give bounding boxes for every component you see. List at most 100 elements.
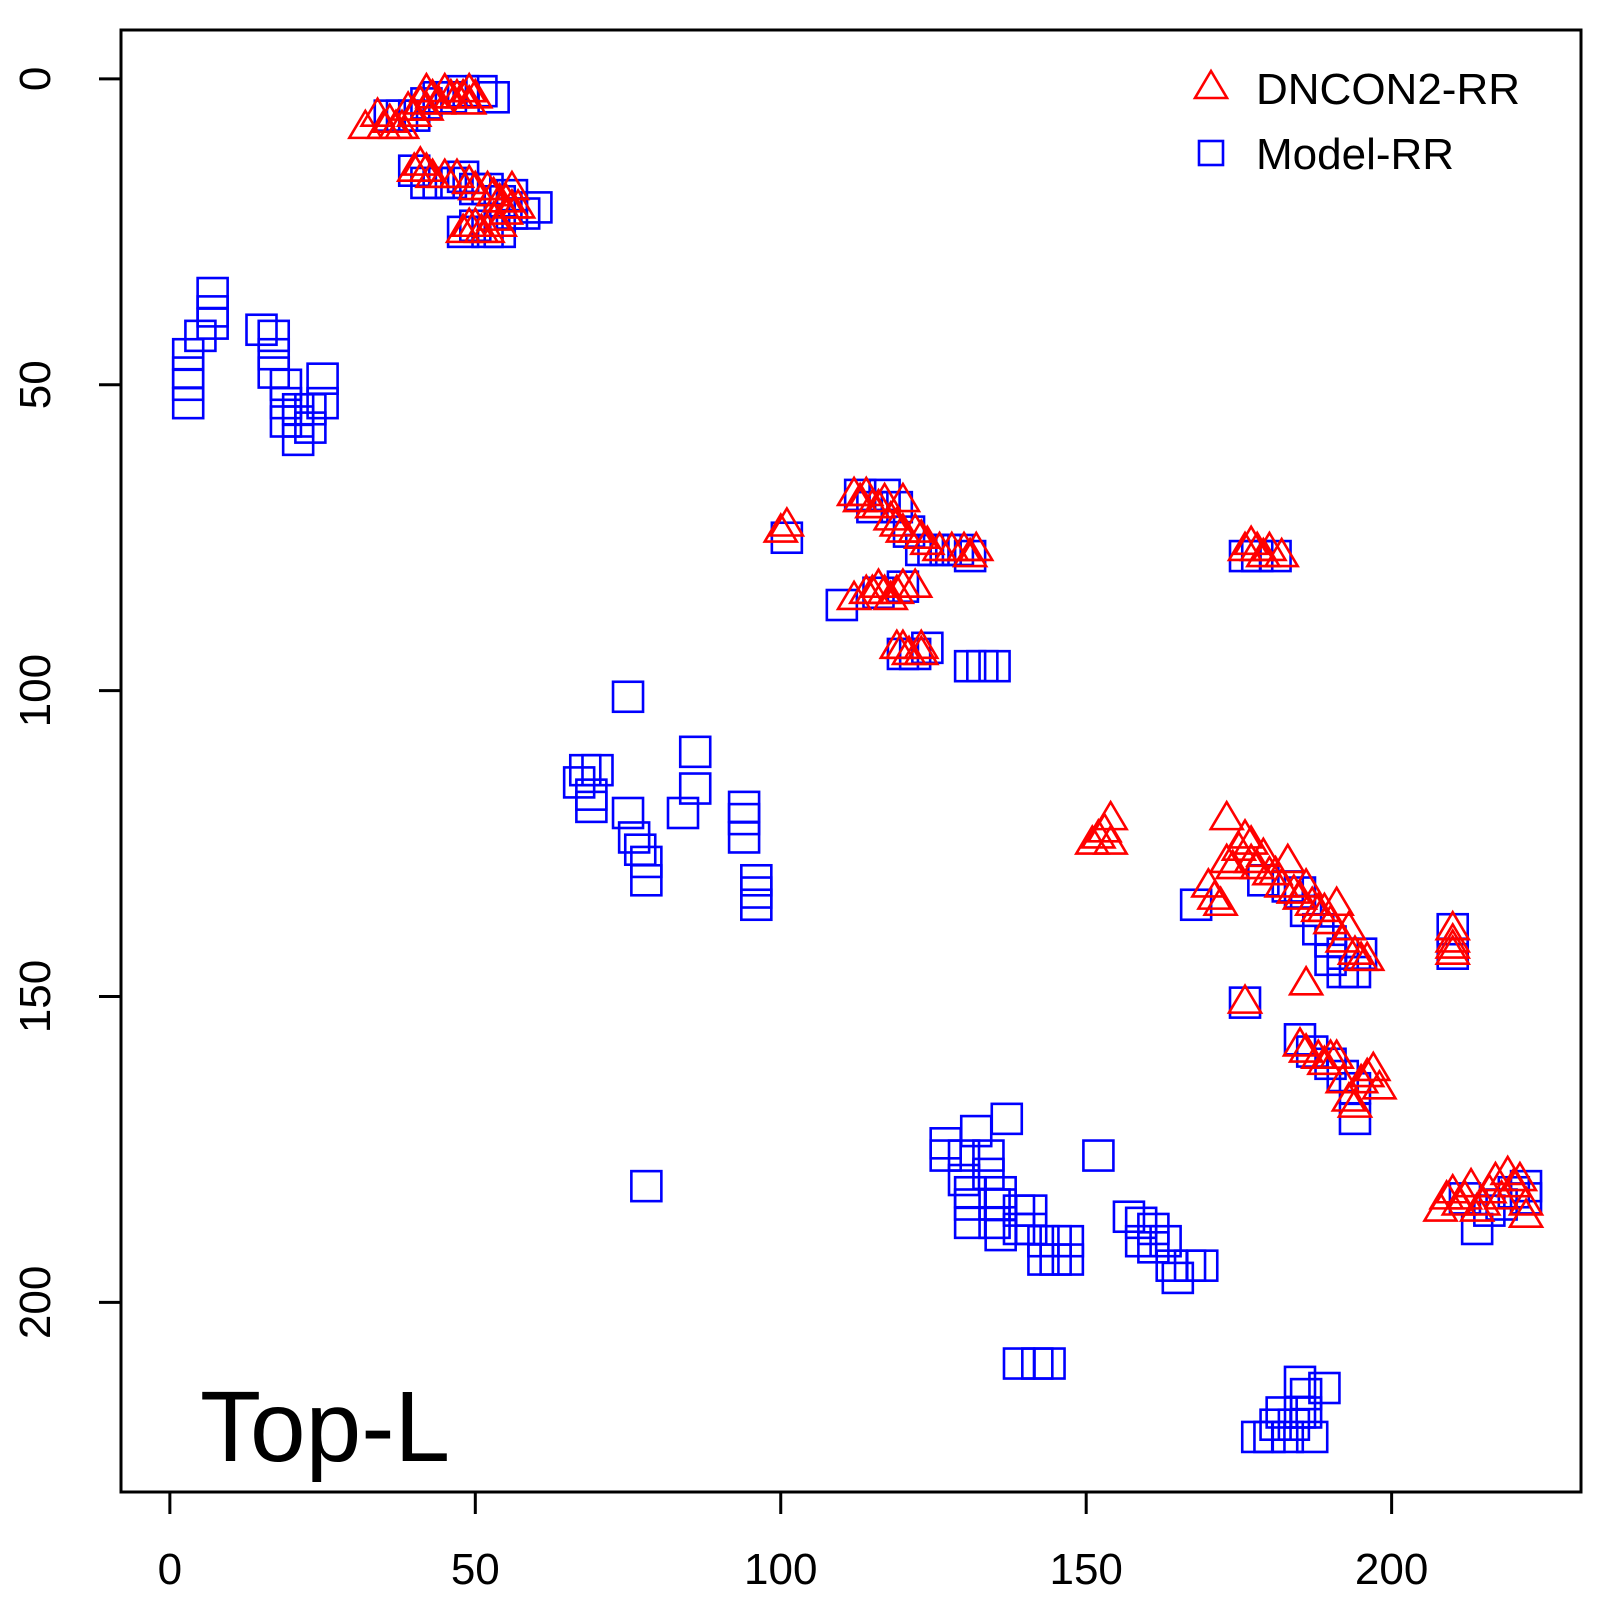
data-point-triangle [1330, 909, 1368, 941]
data-point-triangle [1275, 872, 1313, 904]
data-point-square [947, 1163, 981, 1197]
data-point-triangle [1281, 1025, 1319, 1057]
data-point-square [294, 411, 327, 444]
data-point-square [984, 1175, 1017, 1209]
data-point-square [171, 368, 205, 402]
data-point-triangle [1507, 1197, 1545, 1229]
data-point-square [1308, 1371, 1341, 1405]
data-point-triangle [878, 505, 916, 537]
data-point-square [306, 386, 339, 420]
data-point-square [281, 405, 315, 438]
data-point-triangle [762, 512, 800, 543]
data-point-square [477, 80, 510, 114]
data-point-square [611, 680, 645, 714]
data-point-triangle [457, 77, 494, 109]
data-point-square [678, 772, 712, 805]
data-point-square [947, 1139, 981, 1172]
data-point-triangle [1495, 1166, 1533, 1198]
data-point-square [269, 368, 303, 402]
data-point-triangle [450, 83, 488, 115]
data-point-triangle [408, 151, 445, 182]
data-point-triangle [1318, 885, 1355, 917]
series-layer [171, 71, 1545, 1454]
data-point-square [1289, 1396, 1323, 1429]
data-point-square [611, 796, 645, 830]
data-point-triangle [1306, 1044, 1343, 1076]
data-point-square [1051, 1243, 1085, 1276]
data-point-triangle [1232, 842, 1270, 874]
data-point-triangle [1452, 1166, 1490, 1198]
data-point-triangle [1196, 879, 1233, 910]
data-point-square [990, 1102, 1024, 1136]
data-point-triangle [896, 567, 934, 598]
data-point-square [623, 833, 657, 866]
data-point-square [1271, 1420, 1305, 1454]
data-point-triangle [860, 567, 897, 598]
data-point-square [630, 1169, 663, 1203]
legend-label: DNCON2-RR [1256, 65, 1520, 114]
data-point-square [562, 766, 596, 799]
data-point-square [1039, 1243, 1072, 1276]
data-point-square [740, 876, 773, 909]
data-point-triangle [1434, 921, 1471, 953]
data-point-triangle [951, 536, 989, 568]
y-tick-label: 0 [11, 67, 60, 91]
data-point-triangle [1434, 934, 1471, 965]
data-point-square [1033, 1347, 1066, 1380]
data-point-square [257, 319, 291, 353]
data-point-square [678, 735, 712, 769]
data-point-triangle [1312, 903, 1349, 935]
y-tick-label: 200 [11, 1266, 60, 1339]
data-point-triangle [414, 77, 451, 109]
data-point-square [1124, 1206, 1158, 1240]
data-point-square [740, 888, 773, 922]
x-tick-label: 150 [1049, 1545, 1122, 1594]
data-point-square [929, 1127, 962, 1160]
data-point-triangle [1287, 964, 1325, 996]
data-point-square [1002, 1347, 1036, 1380]
data-point-triangle [768, 505, 806, 537]
data-point-square [1082, 1139, 1115, 1172]
data-point-triangle [860, 487, 897, 519]
data-point-triangle [1330, 1080, 1368, 1112]
data-point-triangle [1507, 1184, 1545, 1216]
data-point-triangle [1336, 1087, 1374, 1118]
y-tick-label: 150 [11, 960, 60, 1033]
data-point-triangle [1348, 1056, 1386, 1088]
data-point-square [1289, 1377, 1323, 1411]
data-point-square [1185, 1249, 1219, 1282]
data-point-triangle [1245, 536, 1282, 568]
data-point-triangle [1202, 885, 1239, 917]
data-point-triangle [1318, 1038, 1355, 1069]
legend-label: Model-RR [1256, 130, 1454, 179]
data-point-square [727, 821, 761, 854]
data-point-square [1014, 1194, 1048, 1227]
data-point-square [1112, 1200, 1146, 1234]
data-point-square [196, 276, 229, 310]
x-tick-label: 100 [744, 1545, 817, 1594]
data-point-square [1149, 1224, 1182, 1258]
data-point-square [617, 821, 651, 854]
data-point-square [1021, 1347, 1054, 1380]
panel-label: Top-L [200, 1371, 450, 1483]
data-point-triangle [1226, 817, 1264, 849]
data-point-triangle [1226, 983, 1264, 1014]
y-tick-label: 100 [11, 654, 60, 727]
data-point-triangle [957, 530, 995, 562]
data-point-square [978, 649, 1011, 683]
data-point-triangle [902, 518, 940, 550]
data-point-triangle [487, 193, 525, 225]
data-point-triangle [896, 512, 934, 543]
data-point-square [184, 319, 217, 353]
data-point-square [666, 796, 700, 830]
data-point-triangle [902, 628, 940, 660]
data-point-square [306, 362, 339, 395]
data-point-triangle [469, 169, 506, 201]
data-point-square [581, 753, 614, 787]
data-point-triangle [450, 71, 488, 103]
data-point-square [1265, 1396, 1298, 1429]
data-point-triangle [450, 163, 488, 195]
data-point-triangle [1434, 928, 1471, 959]
data-point-square [1124, 1224, 1158, 1258]
data-point-triangle [1440, 1184, 1478, 1216]
